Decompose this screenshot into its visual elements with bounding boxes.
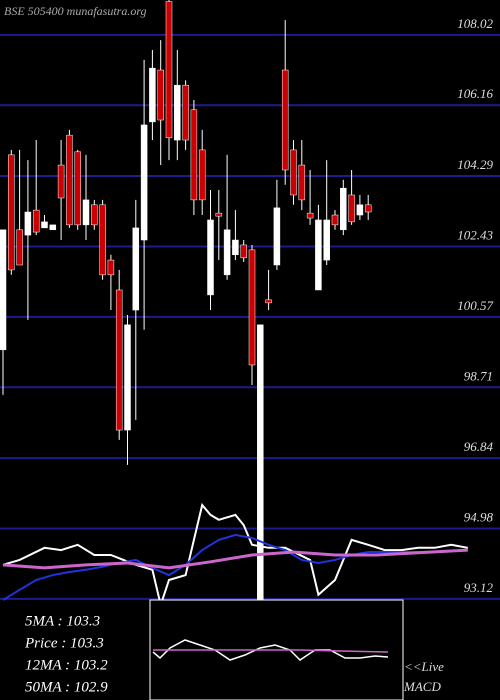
candle-body (207, 219, 214, 296)
info-text: 50MA : 102.9 (25, 679, 108, 695)
candle-body (8, 154, 15, 271)
candle-body (174, 84, 181, 141)
candle-body (32, 209, 40, 233)
candle-body (257, 324, 264, 601)
candle-body (340, 187, 347, 231)
candle-body (248, 249, 256, 366)
macd-label: MACD (403, 679, 441, 694)
info-text: 5MA : 103.3 (25, 613, 100, 629)
info-text: 12MA : 103.2 (25, 657, 108, 673)
candle-body (364, 204, 372, 213)
candle-body (157, 69, 164, 121)
candle-body (107, 259, 115, 276)
candle-body (273, 207, 281, 266)
candle-body (182, 84, 189, 141)
candle-body (0, 229, 7, 351)
macd-signal (153, 649, 389, 653)
candle-body (91, 204, 98, 226)
candle-body (265, 299, 272, 304)
candle-body (74, 151, 81, 226)
candle-body (315, 219, 322, 291)
candle-body (281, 69, 289, 171)
candle-body (348, 194, 355, 223)
y-tick-label: 106.16 (457, 86, 493, 101)
ma-line (2, 533, 468, 601)
y-tick-label: 96.84 (464, 439, 494, 454)
candle-body (132, 227, 140, 311)
candle-body (99, 204, 106, 276)
candle-body (149, 67, 156, 123)
macd-line (152, 639, 389, 661)
candle-body (306, 212, 314, 219)
candle-body (57, 164, 65, 199)
candle-body (190, 109, 198, 201)
candle-body (240, 244, 247, 259)
y-tick-label: 104.29 (457, 157, 493, 172)
live-label: <<Live (404, 659, 444, 674)
candle-body (298, 164, 306, 201)
y-tick-label: 93.12 (464, 580, 494, 595)
candle-body (232, 239, 239, 256)
y-tick-label: 100.57 (457, 298, 493, 313)
candle-body (16, 229, 23, 266)
candle-body (124, 324, 131, 431)
chart-title: BSE 505400 munafasutra.org (4, 4, 147, 18)
candle-body (140, 124, 148, 241)
candle-body (66, 134, 73, 226)
candle-body (223, 229, 231, 276)
candle-body (323, 219, 330, 261)
candle-body (215, 212, 223, 217)
candle-body (82, 199, 90, 226)
info-text: Price : 103.3 (24, 635, 104, 651)
candle-body (198, 149, 206, 201)
y-tick-label: 108.02 (457, 16, 493, 31)
candle-body (290, 149, 297, 196)
candle-body (49, 224, 57, 231)
ma-line (2, 548, 468, 570)
candle-body (356, 204, 364, 216)
candle-body (41, 221, 48, 229)
candle-body (165, 1, 173, 139)
candle-body (24, 211, 32, 236)
y-tick-label: 98.71 (464, 368, 493, 383)
y-tick-label: 94.98 (464, 509, 494, 524)
y-tick-label: 102.43 (457, 227, 493, 242)
candle-body (331, 214, 339, 226)
candle-body (115, 289, 123, 431)
ma-line (2, 502, 468, 609)
